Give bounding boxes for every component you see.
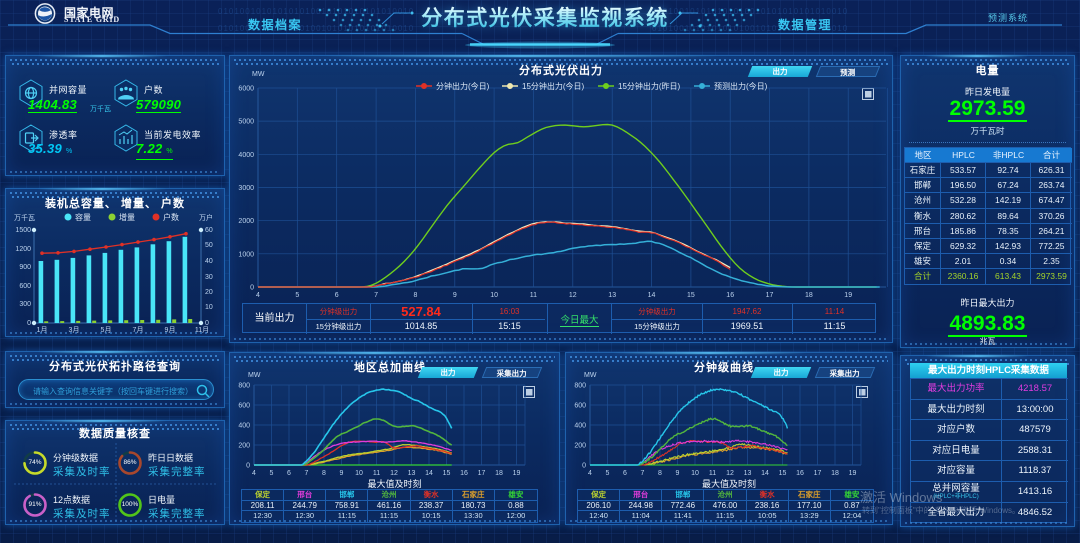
svg-text:19: 19 [844, 292, 852, 299]
svg-text:5: 5 [606, 470, 610, 477]
svg-text:1000: 1000 [238, 251, 254, 258]
svg-text:2000: 2000 [238, 218, 254, 225]
svg-text:50: 50 [205, 242, 213, 249]
svg-text:11: 11 [373, 470, 380, 477]
svg-text:300: 300 [19, 301, 31, 308]
svg-text:900: 900 [19, 264, 31, 271]
svg-text:8: 8 [322, 470, 326, 477]
svg-text:1500: 1500 [15, 227, 31, 234]
svg-text:13: 13 [408, 470, 416, 477]
svg-text:15: 15 [779, 470, 787, 477]
svg-text:5月: 5月 [101, 326, 112, 334]
svg-text:7: 7 [305, 470, 309, 477]
svg-text:1200: 1200 [15, 246, 31, 253]
svg-text:MW: MW [248, 372, 261, 379]
svg-text:7: 7 [641, 470, 645, 477]
svg-text:4: 4 [588, 470, 592, 477]
svg-text:15分钟出力(昨日): 15分钟出力(昨日) [618, 81, 681, 91]
svg-text:8: 8 [413, 292, 417, 299]
svg-text:4: 4 [252, 470, 256, 477]
svg-text:万千瓦: 万千瓦 [14, 213, 35, 222]
svg-text:12: 12 [390, 470, 398, 477]
svg-text:12: 12 [569, 292, 577, 299]
svg-text:0: 0 [27, 320, 31, 327]
svg-text:15: 15 [443, 470, 451, 477]
svg-text:10: 10 [691, 470, 699, 477]
svg-text:600: 600 [238, 403, 250, 410]
svg-text:8: 8 [658, 470, 662, 477]
svg-text:13: 13 [608, 292, 616, 299]
svg-text:分钟出力(今日): 分钟出力(今日) [436, 81, 490, 91]
svg-text:7: 7 [374, 292, 378, 299]
svg-text:6: 6 [287, 470, 291, 477]
svg-text:17: 17 [478, 470, 486, 477]
svg-text:11: 11 [709, 470, 716, 477]
svg-text:14: 14 [648, 292, 656, 299]
svg-text:400: 400 [574, 423, 586, 430]
svg-text:9: 9 [453, 292, 457, 299]
svg-text:9: 9 [340, 470, 344, 477]
svg-text:14: 14 [425, 470, 433, 477]
svg-text:5: 5 [295, 292, 299, 299]
svg-text:5: 5 [270, 470, 274, 477]
svg-text:4: 4 [256, 292, 260, 299]
svg-text:40: 40 [205, 258, 213, 265]
svg-text:0: 0 [582, 463, 586, 470]
svg-text:3000: 3000 [238, 185, 254, 192]
svg-text:60: 60 [205, 227, 213, 234]
svg-text:11: 11 [530, 292, 537, 299]
svg-text:6000: 6000 [238, 86, 254, 93]
svg-text:5000: 5000 [238, 119, 254, 126]
svg-text:12: 12 [726, 470, 734, 477]
svg-text:17: 17 [814, 470, 822, 477]
svg-text:16: 16 [460, 470, 468, 477]
svg-text:10: 10 [355, 470, 363, 477]
svg-text:17: 17 [766, 292, 774, 299]
svg-text:10: 10 [490, 292, 498, 299]
svg-text:3月: 3月 [69, 326, 80, 334]
svg-text:0: 0 [205, 320, 209, 327]
svg-text:600: 600 [19, 283, 31, 290]
svg-text:600: 600 [574, 403, 586, 410]
svg-text:7月: 7月 [133, 326, 144, 334]
svg-text:9: 9 [676, 470, 680, 477]
svg-text:19: 19 [849, 470, 857, 477]
svg-text:15分钟出力(今日): 15分钟出力(今日) [522, 81, 585, 91]
svg-text:18: 18 [831, 470, 839, 477]
svg-text:6: 6 [335, 292, 339, 299]
svg-text:4000: 4000 [238, 152, 254, 159]
svg-text:MW: MW [584, 372, 597, 379]
svg-text:容量: 容量 [75, 212, 91, 222]
svg-text:19: 19 [513, 470, 521, 477]
svg-text:预测出力(今日): 预测出力(今日) [714, 81, 768, 91]
svg-text:18: 18 [805, 292, 813, 299]
svg-text:11月: 11月 [195, 326, 209, 334]
svg-text:10: 10 [205, 304, 213, 311]
svg-text:6: 6 [623, 470, 627, 477]
svg-text:200: 200 [238, 443, 250, 450]
svg-text:800: 800 [574, 383, 586, 390]
svg-text:增量: 增量 [119, 212, 135, 222]
svg-text:800: 800 [238, 383, 250, 390]
svg-text:200: 200 [574, 443, 586, 450]
svg-text:14: 14 [761, 470, 769, 477]
svg-text:16: 16 [726, 292, 734, 299]
svg-text:万户: 万户 [199, 213, 213, 222]
svg-text:13: 13 [744, 470, 752, 477]
svg-text:9月: 9月 [165, 326, 176, 334]
svg-text:0: 0 [250, 285, 254, 292]
svg-text:15: 15 [687, 292, 695, 299]
svg-text:1月: 1月 [37, 326, 48, 334]
svg-text:0: 0 [246, 463, 250, 470]
svg-text:18: 18 [495, 470, 503, 477]
svg-text:30: 30 [205, 274, 213, 281]
svg-text:户数: 户数 [163, 212, 179, 222]
svg-text:16: 16 [796, 470, 804, 477]
svg-text:MW: MW [252, 71, 265, 78]
svg-text:20: 20 [205, 289, 213, 296]
svg-text:400: 400 [238, 423, 250, 430]
